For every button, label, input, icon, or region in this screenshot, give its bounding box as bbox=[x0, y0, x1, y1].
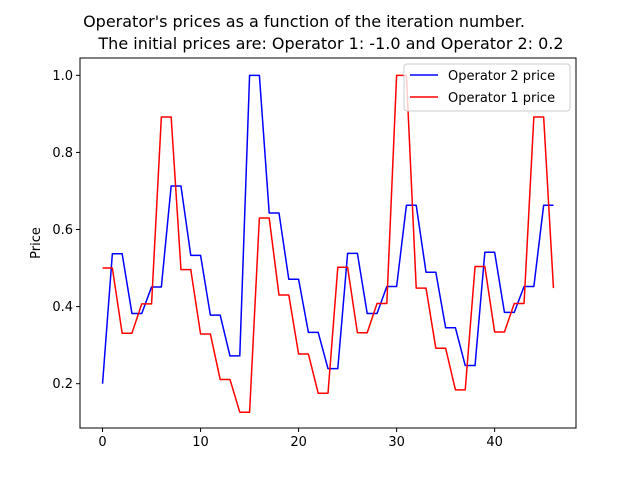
y-axis-label: Price bbox=[29, 227, 44, 259]
legend: Operator 2 price Operator 1 price bbox=[403, 63, 571, 112]
chart-title-line1: Operator's prices as a function of the i… bbox=[83, 12, 525, 31]
x-tick-label: 20 bbox=[290, 435, 307, 450]
x-axis: 0 10 20 30 40 bbox=[98, 428, 503, 450]
y-tick-label: 0.2 bbox=[52, 377, 73, 392]
x-tick-label: 40 bbox=[486, 435, 503, 450]
x-tick-label: 0 bbox=[98, 435, 106, 450]
x-tick-label: 30 bbox=[388, 435, 405, 450]
legend-label-operator-1: Operator 1 price bbox=[448, 91, 555, 106]
y-tick-label: 1.0 bbox=[52, 69, 73, 84]
x-tick-label: 10 bbox=[192, 435, 209, 450]
y-tick-label: 0.8 bbox=[52, 146, 73, 161]
chart-title-line2: The initial prices are: Operator 1: -1.0… bbox=[97, 34, 563, 53]
legend-label-operator-2: Operator 2 price bbox=[448, 69, 555, 84]
y-axis: 0.2 0.4 0.6 0.8 1.0 bbox=[52, 69, 80, 392]
series-line-operator-1-price bbox=[102, 74, 555, 413]
y-tick-label: 0.4 bbox=[52, 300, 73, 315]
series-layer bbox=[101, 74, 555, 413]
legend-box bbox=[403, 63, 571, 112]
series-line-operator-2-price bbox=[101, 74, 554, 384]
y-tick-label: 0.6 bbox=[52, 223, 73, 238]
plot-frame bbox=[79, 57, 577, 429]
